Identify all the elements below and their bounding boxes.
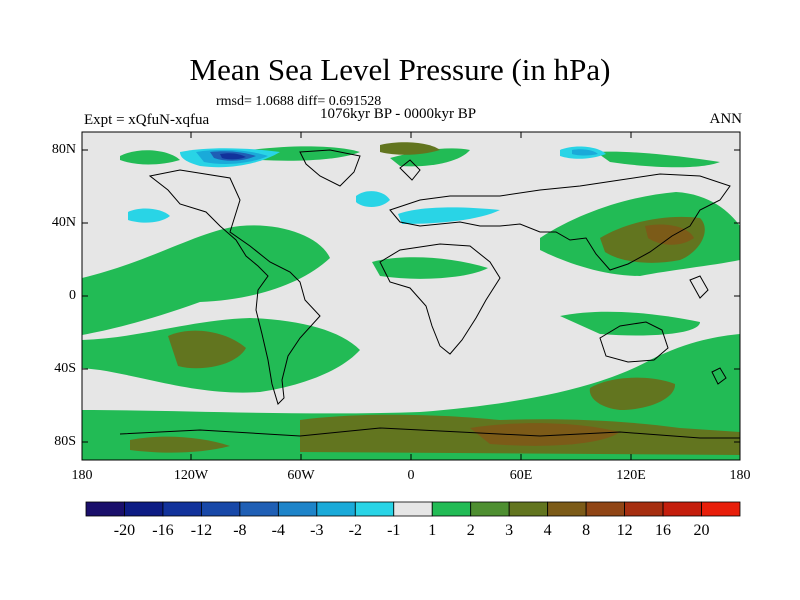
colorbar-swatch	[431, 501, 472, 517]
colorbar-swatch	[124, 501, 164, 517]
negative-anomaly-regions	[128, 146, 606, 224]
colorbar-label: -20	[113, 522, 136, 539]
axis-ticks	[82, 132, 740, 460]
colorbar-swatch	[277, 501, 318, 517]
colorbar-swatch	[624, 501, 664, 517]
lat-label-40n: 40N	[51, 215, 76, 230]
colorbar-label: 4	[543, 522, 552, 539]
colorbar-label: 12	[616, 522, 633, 539]
colorbar-label: -16	[152, 522, 174, 539]
lon-label-60w: 60W	[287, 468, 315, 483]
lon-label-180e: 180	[729, 468, 751, 483]
lon-label-60e: 60E	[509, 468, 533, 483]
colorbar-label: 16	[655, 522, 672, 539]
coastlines	[119, 149, 740, 439]
colorbar-swatch	[662, 501, 702, 517]
lat-label-40s: 40S	[54, 361, 76, 376]
colorbar-swatch	[239, 501, 279, 517]
colorbar-label: -1	[387, 522, 401, 539]
period-text: 1076kyr BP - 0000kyr BP	[320, 106, 477, 122]
colorbar-swatch	[162, 501, 202, 517]
colorbar	[85, 501, 741, 517]
lon-label-0: 0	[407, 468, 415, 483]
colorbar-swatch	[508, 501, 549, 517]
colorbar-label: -4	[271, 522, 285, 539]
colorbar-label: -3	[310, 522, 324, 539]
colorbar-label: -12	[190, 522, 213, 539]
plot-title: Mean Sea Level Pressure (in hPa)	[189, 52, 611, 87]
lat-label-0: 0	[69, 288, 76, 303]
lat-label-80s: 80S	[54, 434, 76, 449]
colorbar-label: -8	[233, 522, 247, 539]
colorbar-label: -2	[348, 522, 362, 539]
colorbar-swatch	[85, 501, 125, 517]
lon-label-180w: 180	[71, 468, 93, 483]
lon-label-120w: 120W	[173, 468, 209, 483]
colorbar-label: 20	[693, 522, 710, 539]
colorbar-swatch	[585, 501, 625, 517]
stats-text: rmsd= 1.0688 diff= 0.691528	[216, 94, 382, 109]
colorbar-label: 3	[505, 522, 514, 539]
colorbar-swatch	[316, 501, 356, 517]
colorbar-swatch	[470, 501, 510, 517]
colorbar-label: 1	[428, 522, 437, 539]
season-label: ANN	[709, 111, 743, 127]
colorbar-label: 2	[466, 522, 475, 539]
colorbar-label: 8	[582, 522, 591, 539]
colorbar-swatch	[354, 501, 395, 517]
colorbar-swatch	[547, 501, 587, 517]
lat-label-80n: 80N	[51, 142, 76, 157]
colorbar-swatch	[701, 501, 741, 517]
colorbar-swatch	[201, 501, 241, 517]
lon-label-120e: 120E	[616, 468, 646, 483]
colorbar-swatch	[393, 501, 433, 517]
experiment-label: Expt = xQfuN-xqfua	[84, 112, 210, 128]
